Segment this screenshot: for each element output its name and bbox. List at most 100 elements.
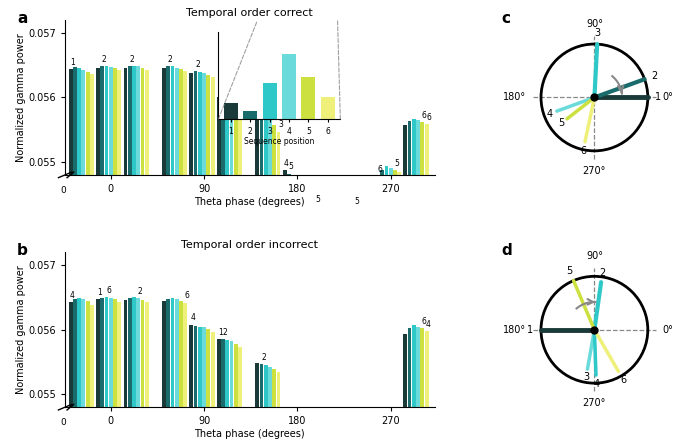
Bar	[300, 175, 303, 182]
Bar	[412, 325, 416, 407]
Bar	[323, 407, 327, 445]
Text: 3: 3	[219, 86, 223, 95]
Bar	[113, 299, 117, 407]
Bar	[202, 73, 206, 175]
Text: 6: 6	[422, 317, 427, 326]
Title: Temporal order correct: Temporal order correct	[186, 8, 313, 18]
Bar	[113, 69, 117, 175]
Bar	[166, 66, 170, 175]
Bar	[273, 125, 276, 175]
Bar	[425, 331, 429, 407]
Bar	[234, 104, 238, 175]
Bar	[86, 301, 90, 407]
Bar	[96, 299, 100, 407]
Bar	[145, 70, 149, 175]
Text: 3: 3	[278, 121, 283, 129]
Bar	[403, 125, 407, 175]
Text: a: a	[17, 11, 27, 26]
Bar	[73, 67, 77, 175]
Bar	[389, 169, 393, 175]
Bar	[77, 298, 81, 407]
Bar	[357, 175, 361, 211]
Bar	[171, 66, 175, 175]
Text: d: d	[501, 243, 512, 258]
Bar	[206, 329, 210, 407]
Text: 90°: 90°	[586, 251, 603, 261]
Bar	[314, 175, 319, 206]
Text: 5: 5	[566, 266, 573, 276]
Text: 6: 6	[377, 165, 382, 174]
Bar	[73, 299, 77, 407]
Text: 5: 5	[395, 159, 399, 168]
Text: 270°: 270°	[583, 398, 606, 408]
Bar	[416, 327, 420, 407]
Text: c: c	[501, 11, 510, 26]
Bar	[353, 407, 357, 445]
Bar	[145, 302, 149, 407]
Text: 0: 0	[60, 418, 66, 427]
Bar	[260, 364, 264, 407]
Bar	[319, 407, 323, 445]
Bar	[105, 298, 108, 407]
Bar	[68, 69, 73, 175]
Bar	[136, 298, 140, 407]
Text: b: b	[17, 243, 28, 258]
Bar	[256, 116, 259, 175]
Bar	[273, 369, 276, 407]
Title: Temporal order incorrect: Temporal order incorrect	[182, 240, 319, 250]
Bar	[77, 68, 81, 175]
Text: 0: 0	[60, 186, 66, 195]
Bar	[175, 299, 179, 407]
Bar	[287, 407, 291, 445]
Bar	[295, 175, 299, 178]
Bar	[162, 301, 166, 407]
Bar	[287, 174, 291, 175]
Bar	[109, 298, 113, 407]
Text: 1: 1	[219, 328, 223, 336]
Bar	[211, 77, 214, 175]
Bar	[194, 71, 197, 175]
Bar	[384, 166, 388, 175]
Bar	[206, 75, 210, 175]
Bar	[380, 170, 384, 175]
Text: 4: 4	[426, 320, 431, 329]
Bar	[393, 170, 397, 175]
Text: 3: 3	[595, 28, 601, 38]
Text: 4: 4	[284, 159, 289, 168]
Bar	[393, 407, 397, 445]
Bar	[123, 300, 127, 407]
Bar	[319, 175, 323, 208]
Y-axis label: Normalized gamma power: Normalized gamma power	[16, 265, 25, 394]
Bar	[217, 97, 221, 175]
Text: 5: 5	[558, 118, 564, 128]
Text: 2: 2	[138, 287, 142, 296]
Bar	[136, 66, 140, 175]
Bar	[412, 119, 416, 175]
Bar	[179, 301, 183, 407]
Text: 4: 4	[70, 291, 75, 300]
Text: 3: 3	[265, 107, 270, 116]
Bar	[304, 175, 308, 190]
Bar	[90, 73, 94, 175]
Y-axis label: Normalized gamma power: Normalized gamma power	[16, 33, 25, 162]
Bar	[190, 324, 193, 407]
Bar	[140, 68, 145, 175]
Bar	[268, 120, 272, 175]
Bar	[408, 121, 412, 175]
Bar	[96, 68, 100, 175]
Bar	[366, 175, 369, 214]
Text: 1: 1	[70, 58, 75, 67]
Bar	[264, 118, 268, 175]
Bar	[403, 334, 407, 407]
Bar	[376, 407, 379, 445]
Bar	[82, 70, 86, 175]
Bar	[194, 326, 197, 407]
Bar	[123, 68, 127, 175]
Bar	[190, 73, 193, 175]
Bar	[234, 344, 238, 407]
Bar	[327, 407, 331, 445]
Bar	[109, 67, 113, 175]
Bar	[304, 407, 308, 445]
Bar	[283, 407, 286, 445]
Bar	[376, 175, 379, 176]
